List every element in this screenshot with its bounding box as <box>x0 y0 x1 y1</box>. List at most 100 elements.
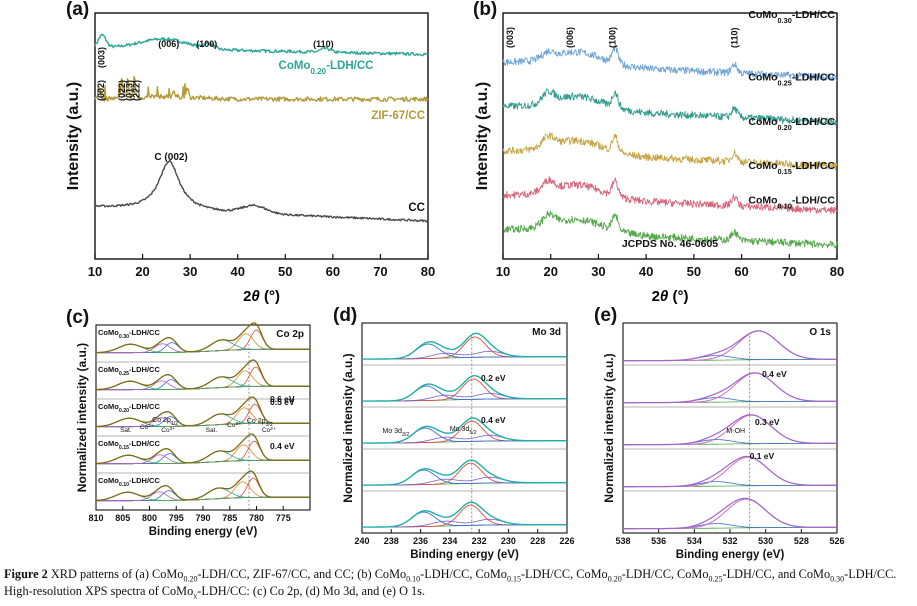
x-tick-label: 790 <box>195 513 210 523</box>
label-sub: 0.25 <box>778 78 792 87</box>
series-line-CoMo0.15-LDH/CC <box>502 176 838 215</box>
shift-label: 0.5 eV <box>270 397 295 407</box>
envelope-line <box>623 455 837 488</box>
x-tick-label: 528 <box>794 536 809 546</box>
label-main: ZIF-67/CC <box>371 110 425 122</box>
x-tick-label: 20 <box>543 264 557 279</box>
envelope-line <box>362 375 567 402</box>
peak-annotation: (100) <box>608 27 618 48</box>
series-label-zif: ZIF-67/CC <box>371 110 425 122</box>
figure-canvas: (a) 10 20 30 40 50 60 70 80 2θ (°) Intensity (a.u.… <box>65 0 845 561</box>
series-line-ZIF-67/CC <box>94 75 429 102</box>
y-axis-title: Normalized intensity (a.u.) <box>602 353 616 502</box>
peak-annotation: (003) <box>97 47 107 68</box>
peak-label: Sat. <box>206 427 218 434</box>
x-tick-label: 60 <box>734 264 748 279</box>
figure-caption: Figure 2 XRD patterns of (a) CoMo0.20-LD… <box>4 566 914 600</box>
envelope-line <box>623 497 837 530</box>
peak-label: Mo 3d3/2 <box>383 428 410 438</box>
y-axis-title: Normalized intensity (a.u.) <box>341 353 355 502</box>
label-main: CoMo <box>748 194 777 206</box>
plot-frame <box>94 12 429 260</box>
label-main: CoMo <box>748 9 777 21</box>
label-tail: -LDH/CC <box>792 194 836 206</box>
series-label: CoMo0.25-LDH/CC <box>748 71 835 87</box>
x-tick-label: 20 <box>135 264 149 279</box>
x-tick-label: 230 <box>501 536 516 546</box>
peak-label: Co2+ <box>262 426 276 435</box>
panel-label: (d) <box>333 305 357 326</box>
caption-subscript: 0.15 <box>506 574 521 584</box>
shift-label: 0.4 eV <box>270 441 295 451</box>
peak-label: Sat. <box>120 427 132 434</box>
x-tick-label: 226 <box>559 536 574 546</box>
x-axis-title: Binding energy (eV) <box>410 549 519 561</box>
label-sub: 0.20 <box>310 67 326 76</box>
series-label: CoMo0.30-LDH/CC <box>748 9 835 25</box>
x-tick-label: 10 <box>88 264 102 279</box>
fit-component <box>623 498 837 530</box>
peak-label: Co 2p3/2 <box>247 418 273 428</box>
label-sub: 0.15 <box>778 167 792 176</box>
x-tick-label: 800 <box>142 513 157 523</box>
series-label: CoMo0.15-LDH/CC <box>748 160 835 176</box>
peak-label: Co2+ <box>140 423 154 432</box>
envelope-line <box>623 330 837 362</box>
x-tick-label: 60 <box>326 264 340 279</box>
spectrum-title: Mo 3d <box>532 327 561 338</box>
x-tick-label: 530 <box>758 536 773 546</box>
label-main: CoMo <box>748 160 777 172</box>
caption-subscript: 0.20 <box>183 574 198 584</box>
label-main: CoMo <box>279 60 311 72</box>
envelope-line <box>96 359 310 391</box>
stack-label: CoMo0.15-LDH/CC <box>98 439 160 451</box>
label-sub: 0.20 <box>778 122 792 131</box>
x-tick-label: 40 <box>639 264 653 279</box>
fit-component <box>362 350 567 360</box>
label-main: CoMo <box>748 116 777 128</box>
envelope-line <box>362 417 567 444</box>
x-tick-label: 785 <box>222 513 237 523</box>
x-tick-label: 50 <box>278 264 292 279</box>
x-tick-label: 805 <box>115 513 130 523</box>
panel-d-mo3d: (d) 240 238 236 234 232 230 228 226 Binding energ… <box>333 305 575 561</box>
envelope-line <box>623 414 837 446</box>
peak-label: Co 2p1/2 <box>152 417 178 427</box>
label-sub: 0.15 <box>119 445 129 451</box>
fit-component <box>362 504 567 528</box>
caption-segment: -LDH/CC. High-resolution XPS spectra of … <box>4 567 897 598</box>
x-tick-label: 232 <box>472 536 487 546</box>
fit-component <box>623 330 837 362</box>
x-tick-label: 236 <box>413 536 428 546</box>
label-sub: 0.25 <box>119 371 129 377</box>
shift-label: 0.1 eV <box>750 451 775 461</box>
peak-annotation: (003) <box>505 27 515 48</box>
series-label-ldh: CoMo0.20-LDH/CC <box>279 60 374 76</box>
series-line-CoMo0.10-LDH/CC <box>502 210 838 249</box>
label-main: CoMo <box>98 365 119 374</box>
envelope-line <box>95 433 310 465</box>
fit-component <box>623 372 837 404</box>
label-tail: -LDH/CC <box>792 116 836 128</box>
label-tail: -LDH/CC <box>792 9 836 21</box>
x-tick-label: 80 <box>830 264 844 279</box>
y-axis-title: Intensity (a.u.) <box>65 82 82 190</box>
shift-label: 0.2 eV <box>481 373 506 383</box>
x-tick-label: 10 <box>496 264 510 279</box>
label-sub: 0.10 <box>778 201 792 210</box>
y-axis-title: Normalized intensity (a.u.) <box>75 343 89 492</box>
stack-label: CoMo0.25-LDH/CC <box>98 365 160 377</box>
shift-label: 0.4 eV <box>762 369 787 379</box>
caption-figure-number: Figure 2 <box>4 567 48 581</box>
panel-label: (b) <box>473 0 497 20</box>
envelope-line <box>95 322 310 354</box>
label-sub: 0.20 <box>119 408 129 414</box>
peak-annotation: (013) <box>124 80 134 101</box>
x-tick-label: 238 <box>384 536 399 546</box>
panel-a-xrd: (a) 10 20 30 40 50 60 70 80 2θ (°) Intensity (a.u.… <box>65 0 435 305</box>
x-tick-label: 30 <box>183 264 197 279</box>
peak-label: Co3+ <box>161 426 175 435</box>
series-line-CC <box>94 159 429 223</box>
label-main: CoMo <box>748 71 777 83</box>
panel-c-co2p: (c) 810 805 800 795 790 785 780 775 Binding energ… <box>66 307 311 538</box>
